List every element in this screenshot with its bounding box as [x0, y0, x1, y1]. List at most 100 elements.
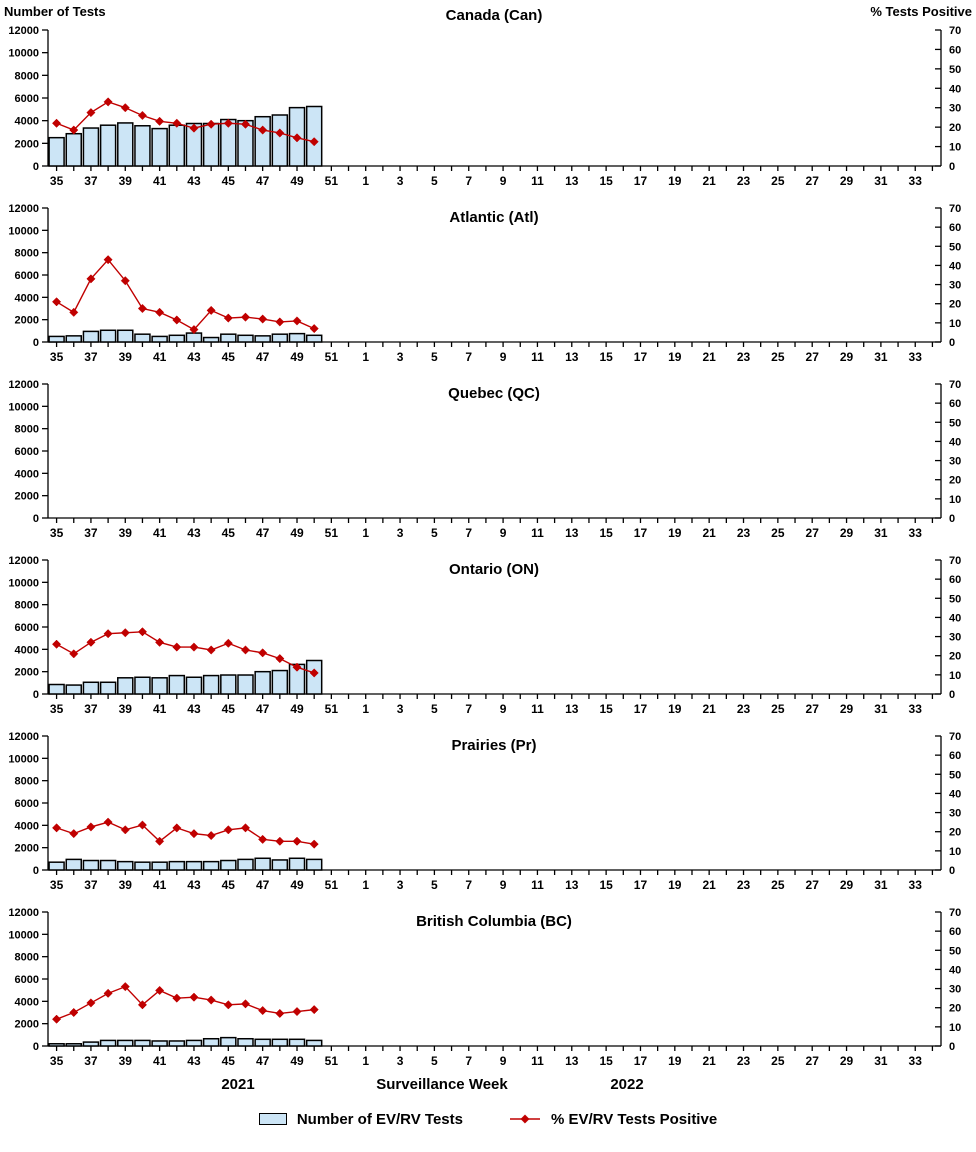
- bar: [65, 1043, 83, 1047]
- bar-series: [48, 659, 323, 695]
- left-tick-label: 4000: [15, 116, 39, 128]
- bar: [82, 330, 100, 343]
- right-tick-label: 60: [949, 44, 961, 56]
- line-marker: [206, 305, 216, 315]
- right-tick-label: 50: [949, 945, 961, 957]
- right-tick-label: 40: [949, 83, 961, 95]
- left-tick-label: 8000: [15, 70, 39, 82]
- right-tick-label: 40: [949, 964, 961, 976]
- line-marker: [309, 668, 319, 678]
- line-marker: [206, 995, 216, 1005]
- line-marker: [155, 116, 165, 126]
- line-marker: [103, 817, 113, 827]
- x-tick-label: 25: [771, 174, 785, 188]
- bar: [254, 670, 271, 695]
- line-marker: [103, 988, 113, 998]
- x-axis-footer: 2021 Surveillance Week 2022: [0, 1076, 976, 1100]
- chart-prairies-pr: Prairies (Pr) 0 2000 4000 6000 8000 10000 12000…: [8, 731, 961, 892]
- left-tick-label: 10000: [8, 929, 39, 941]
- chart-quebec-qc: Quebec (QC) 0 2000 4000 6000 8000 10000 12000 0 1…: [8, 379, 961, 540]
- x-tick-label: 33: [909, 174, 923, 188]
- x-tick-label: 29: [840, 350, 854, 364]
- x-tick-label: 9: [500, 702, 507, 716]
- bar: [220, 333, 237, 343]
- legend-bar-label: Number of EV/RV Tests: [296, 1110, 463, 1128]
- x-tick-label: 41: [153, 1054, 167, 1068]
- line-marker: [240, 823, 251, 833]
- x-tick-label: 37: [84, 1054, 98, 1068]
- x-tick-label: 39: [119, 350, 133, 364]
- bar: [185, 676, 203, 695]
- bar: [271, 114, 289, 167]
- line-marker: [240, 312, 251, 322]
- x-tick-label: 31: [874, 702, 888, 716]
- x-tick-label: 7: [465, 878, 472, 892]
- axes: [42, 383, 942, 523]
- x-tick-label: 43: [187, 526, 201, 540]
- right-tick-label: 50: [949, 593, 961, 605]
- x-tick-label: 13: [565, 350, 579, 364]
- x-tick-label: 15: [599, 702, 613, 716]
- left-tick-label: 8000: [15, 952, 39, 964]
- line-marker: [223, 825, 233, 835]
- x-tick-label: 47: [256, 878, 270, 892]
- line-marker: [223, 313, 233, 323]
- x-tick-label: 51: [325, 526, 339, 540]
- left-tick-label: 2000: [15, 667, 39, 679]
- bar: [305, 858, 323, 871]
- left-tick-label: 10000: [8, 48, 39, 60]
- x-tick-label: 9: [500, 878, 507, 892]
- bar: [65, 858, 83, 871]
- bar: [237, 858, 254, 871]
- right-tick-label: 20: [949, 651, 961, 663]
- x-tick-label: 15: [599, 174, 613, 188]
- line-marker: [52, 1014, 62, 1024]
- x-tick-label: 27: [806, 350, 820, 364]
- line-marker: [309, 324, 319, 334]
- chart-title: British Columbia (BC): [416, 913, 572, 930]
- left-tick-label: 2000: [15, 138, 39, 150]
- right-tick-label: 60: [949, 398, 961, 410]
- right-tick-label: 70: [949, 203, 961, 215]
- right-axis-title: % Tests Positive: [870, 4, 972, 19]
- x-tick-label: 43: [187, 878, 201, 892]
- left-tick-label: 4000: [15, 820, 39, 832]
- right-tick-label: 0: [949, 689, 955, 701]
- x-tick-label: 23: [737, 174, 751, 188]
- bar: [65, 335, 83, 343]
- right-tick-label: 30: [949, 280, 961, 292]
- x-tick-label: 49: [290, 350, 304, 364]
- line-marker: [223, 1000, 233, 1010]
- bar: [237, 334, 254, 343]
- x-tick-label: 21: [702, 174, 716, 188]
- bar: [237, 674, 254, 695]
- left-tick-label: 12000: [8, 907, 39, 919]
- bar: [134, 333, 151, 343]
- line-marker: [155, 985, 165, 996]
- x-tick-label: 13: [565, 878, 579, 892]
- line-marker: [309, 839, 319, 849]
- bar: [254, 335, 271, 343]
- x-tick-label: 33: [909, 1054, 923, 1068]
- bar: [288, 1038, 306, 1047]
- line-marker: [275, 836, 285, 846]
- legend: Number of EV/RV Tests % EV/RV Tests Posi…: [0, 1100, 976, 1138]
- x-tick-label: 47: [256, 702, 270, 716]
- left-tick-label: 10000: [8, 401, 39, 413]
- line-marker: [120, 825, 130, 835]
- x-tick-label: 23: [737, 1054, 751, 1068]
- x-tick-label: 1: [362, 878, 369, 892]
- line-marker: [137, 1000, 148, 1010]
- x-tick-label: 15: [599, 1054, 613, 1068]
- bar-series: [48, 857, 323, 871]
- line-marker: [137, 627, 148, 637]
- line-marker: [275, 317, 285, 327]
- x-tick-label: 45: [222, 350, 236, 364]
- left-tick-label: 8000: [15, 776, 39, 788]
- axes: [42, 735, 942, 875]
- x-tick-label: 19: [668, 526, 682, 540]
- line-marker: [206, 119, 216, 129]
- bar: [151, 335, 168, 343]
- left-axis-title: Number of Tests: [4, 4, 106, 19]
- right-tick-label: 0: [949, 161, 955, 173]
